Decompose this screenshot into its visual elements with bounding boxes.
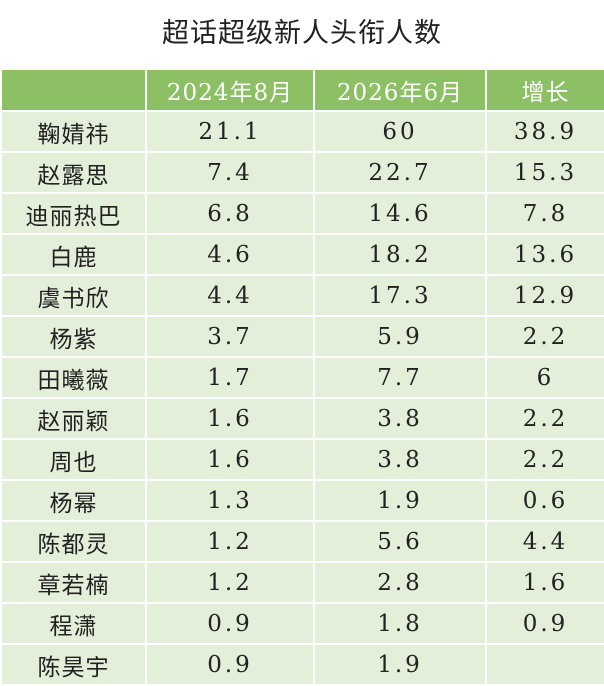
table-row: 陈昊宇 0.9 1.9 [0, 643, 604, 686]
cell-value: 5.9 [313, 315, 487, 358]
cell-value: 6 [485, 356, 604, 399]
cell-value: 1.7 [145, 356, 315, 399]
row-name: 赵露思 [0, 151, 147, 194]
row-name: 白鹿 [0, 233, 147, 276]
cell-value: 1.2 [145, 561, 315, 604]
row-name: 赵丽颖 [0, 397, 147, 440]
cell-value: 12.9 [485, 274, 604, 317]
table-body: 鞠婧祎 21.1 60 38.9 赵露思 7.4 22.7 15.3 迪丽热巴 6.8 14.6 7.… [0, 110, 604, 686]
table-row: 章若楠 1.2 2.8 1.6 [0, 561, 604, 604]
row-name: 陈昊宇 [0, 643, 147, 686]
table: 2024年8月 2026年6月 增长 鞠婧祎 21.1 60 38.9 赵露思 7.4 22.7… [0, 68, 604, 686]
cell-value: 18.2 [313, 233, 487, 276]
table-row: 周也 1.6 3.8 2.2 [0, 438, 604, 481]
cell-value: 17.3 [313, 274, 487, 317]
cell-value: 2.2 [485, 315, 604, 358]
row-name: 章若楠 [0, 561, 147, 604]
cell-value: 7.4 [145, 151, 315, 194]
row-name: 鞠婧祎 [0, 110, 147, 153]
column-header: 2026年6月 [313, 68, 487, 112]
cell-value: 1.3 [145, 479, 315, 522]
cell-value: 4.6 [145, 233, 315, 276]
cell-value: 22.7 [313, 151, 487, 194]
cell-value: 14.6 [313, 192, 487, 235]
table-row: 虞书欣 4.4 17.3 12.9 [0, 274, 604, 317]
cell-value: 7.8 [485, 192, 604, 235]
cell-value: 5.6 [313, 520, 487, 563]
row-name: 田曦薇 [0, 356, 147, 399]
cell-value: 2.8 [313, 561, 487, 604]
cell-value: 1.2 [145, 520, 315, 563]
table-title: 超话超级新人头衔人数 [162, 18, 442, 49]
table-row: 杨紫 3.7 5.9 2.2 [0, 315, 604, 358]
cell-value: 0.9 [145, 643, 315, 686]
table-row: 赵丽颖 1.6 3.8 2.2 [0, 397, 604, 440]
cell-value: 1.9 [313, 643, 487, 686]
cell-value: 60 [313, 110, 487, 153]
row-name: 杨紫 [0, 315, 147, 358]
cell-value: 4.4 [145, 274, 315, 317]
cell-value: 3.8 [313, 438, 487, 481]
table-row: 鞠婧祎 21.1 60 38.9 [0, 110, 604, 153]
table-row: 田曦薇 1.7 7.7 6 [0, 356, 604, 399]
cell-value: 1.6 [145, 438, 315, 481]
column-header: 2024年8月 [145, 68, 315, 112]
row-name: 杨幂 [0, 479, 147, 522]
cell-value: 38.9 [485, 110, 604, 153]
row-name: 陈都灵 [0, 520, 147, 563]
cell-value: 1.6 [145, 397, 315, 440]
row-name: 程潇 [0, 602, 147, 645]
cell-value: 1.9 [313, 479, 487, 522]
header-row: 2024年8月 2026年6月 增长 [0, 68, 604, 112]
cell-value: 0.9 [145, 602, 315, 645]
cell-value: 15.3 [485, 151, 604, 194]
cell-value: 3.7 [145, 315, 315, 358]
cell-value: 13.6 [485, 233, 604, 276]
row-name: 迪丽热巴 [0, 192, 147, 235]
cell-value: 0.9 [485, 602, 604, 645]
row-name: 周也 [0, 438, 147, 481]
cell-value [485, 643, 604, 686]
cell-value: 0.6 [485, 479, 604, 522]
cell-value: 21.1 [145, 110, 315, 153]
column-header [0, 68, 147, 112]
table-row: 陈都灵 1.2 5.6 4.4 [0, 520, 604, 563]
cell-value: 7.7 [313, 356, 487, 399]
table-row: 程潇 0.9 1.8 0.9 [0, 602, 604, 645]
cell-value: 3.8 [313, 397, 487, 440]
cell-value: 4.4 [485, 520, 604, 563]
cell-value: 6.8 [145, 192, 315, 235]
cell-value: 1.6 [485, 561, 604, 604]
table-row: 赵露思 7.4 22.7 15.3 [0, 151, 604, 194]
cell-value: 1.8 [313, 602, 487, 645]
cell-value: 2.2 [485, 438, 604, 481]
cell-value: 2.2 [485, 397, 604, 440]
table-row: 迪丽热巴 6.8 14.6 7.8 [0, 192, 604, 235]
table-row: 白鹿 4.6 18.2 13.6 [0, 233, 604, 276]
column-header: 增长 [485, 68, 604, 112]
row-name: 虞书欣 [0, 274, 147, 317]
table-row: 杨幂 1.3 1.9 0.6 [0, 479, 604, 522]
